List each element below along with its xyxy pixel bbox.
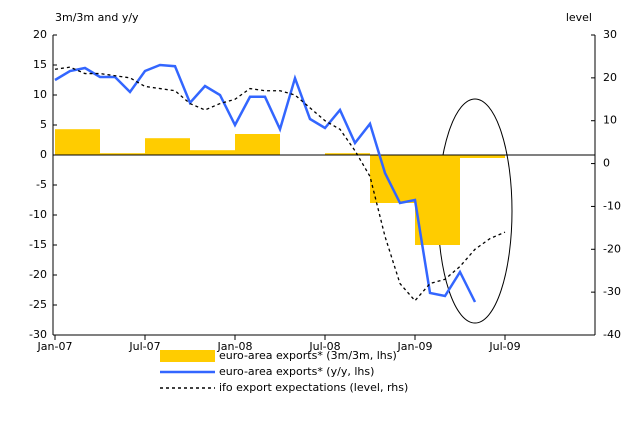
y-tick-label: -15 (29, 238, 47, 251)
y-tick-label: 15 (33, 58, 47, 71)
bar (460, 155, 505, 158)
y-tick-label: -10 (29, 208, 47, 221)
bar (190, 150, 235, 155)
y-tick-label: -30 (29, 328, 47, 341)
legend-label: euro-area exports* (3m/3m, lhs) (219, 349, 397, 362)
y-tick-label: -5 (36, 178, 47, 191)
bar (100, 153, 145, 155)
legend-label: euro-area exports* (y/y, lhs) (219, 365, 374, 378)
bar (370, 155, 415, 203)
y2-tick-label: 10 (603, 114, 617, 127)
x-tick-label: Jan-08 (217, 340, 253, 353)
x-tick-label: Jul-07 (128, 340, 160, 353)
y2-tick-label: -10 (603, 199, 621, 212)
legend-swatch (160, 350, 215, 362)
y2-tick-label: -30 (603, 285, 621, 298)
x-tick-label: Jul-09 (488, 340, 520, 353)
y2-tick-label: 0 (603, 157, 610, 170)
y-axis-label: 3m/3m and y/y (55, 11, 139, 24)
y2-axis-label: level (566, 11, 592, 24)
y-tick-label: 10 (33, 88, 47, 101)
bar (145, 138, 190, 155)
x-tick-label: Jan-09 (397, 340, 433, 353)
line (54, 66, 506, 302)
legend-label: ifo export expectations (level, rhs) (219, 381, 408, 394)
y-tick-label: -20 (29, 268, 47, 281)
y-tick-label: -25 (29, 298, 47, 311)
line (54, 63, 477, 303)
bar (325, 153, 370, 155)
y-tick-label: 20 (33, 28, 47, 41)
bar (235, 134, 280, 155)
x-tick-label: Jul-08 (308, 340, 340, 353)
bar (415, 155, 460, 245)
y2-tick-label: 20 (603, 71, 617, 84)
y2-tick-label: -40 (603, 328, 621, 341)
bar (55, 129, 100, 155)
x-tick-label: Jan-07 (37, 340, 73, 353)
y-tick-label: 0 (40, 148, 47, 161)
y-tick-label: 5 (40, 118, 47, 131)
y2-tick-label: 30 (603, 28, 617, 41)
y2-tick-label: -20 (603, 242, 621, 255)
